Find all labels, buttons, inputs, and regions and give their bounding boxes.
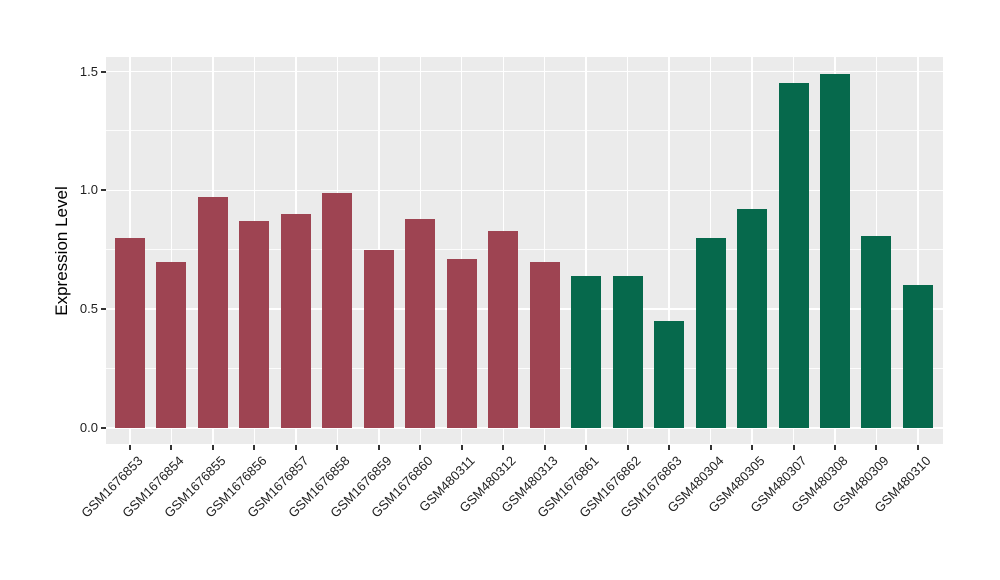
y-gridline-minor xyxy=(106,130,943,132)
y-tick xyxy=(101,70,106,73)
x-gridline xyxy=(544,57,546,444)
x-gridline xyxy=(917,57,919,444)
bar-GSM1676858 xyxy=(322,192,353,428)
bar-GSM1676860 xyxy=(405,218,436,428)
bar-GSM1676863 xyxy=(654,321,685,428)
bar-GSM480311 xyxy=(446,259,477,428)
plot-panel xyxy=(106,57,943,444)
y-tick-label: 1.5 xyxy=(79,63,98,79)
y-gridline-major xyxy=(106,427,943,429)
y-gridline-major xyxy=(106,70,943,73)
x-tick xyxy=(875,445,878,450)
y-gridline-minor xyxy=(106,249,943,251)
y-gridline-minor xyxy=(106,368,943,370)
bar-GSM1676855 xyxy=(197,197,228,428)
bar-GSM480310 xyxy=(902,285,933,428)
x-tick xyxy=(211,445,214,450)
y-tick-label: 0.0 xyxy=(79,420,98,435)
x-tick xyxy=(916,445,919,450)
x-gridline xyxy=(626,57,629,444)
x-tick xyxy=(751,445,754,450)
bar-GSM1676854 xyxy=(156,261,187,428)
bar-GSM1676861 xyxy=(571,275,602,428)
x-tick xyxy=(377,445,380,450)
y-tick-label: 0.5 xyxy=(79,301,98,317)
bar-GSM480305 xyxy=(737,209,768,428)
bar-GSM480309 xyxy=(861,235,892,428)
y-tick xyxy=(101,308,106,311)
x-tick xyxy=(833,445,836,450)
x-tick xyxy=(709,445,712,450)
x-gridline xyxy=(461,57,463,444)
y-gridline-major xyxy=(106,189,943,192)
bar-GSM480313 xyxy=(529,261,560,428)
x-tick xyxy=(792,445,795,450)
x-gridline xyxy=(170,57,173,444)
x-tick xyxy=(253,445,256,450)
x-tick xyxy=(668,445,671,450)
x-tick xyxy=(419,445,422,450)
x-tick xyxy=(336,445,339,450)
x-tick xyxy=(502,445,505,450)
x-tick xyxy=(170,445,173,450)
bar-GSM1676853 xyxy=(115,237,145,428)
x-tick xyxy=(460,445,463,450)
x-gridline xyxy=(668,57,670,444)
bar-GSM1676862 xyxy=(612,275,643,428)
x-tick xyxy=(294,445,297,450)
bar-GSM480308 xyxy=(819,73,850,428)
x-tick xyxy=(543,445,546,450)
y-axis-title: Expression Level xyxy=(52,186,71,316)
bar-GSM1676856 xyxy=(239,221,270,428)
x-tick xyxy=(626,445,629,450)
y-tick xyxy=(101,189,106,192)
x-tick xyxy=(129,445,131,450)
y-tick-label: 1.0 xyxy=(79,182,98,198)
bar-GSM480312 xyxy=(488,230,519,428)
y-tick xyxy=(101,427,106,429)
x-tick xyxy=(585,445,588,450)
bar-GSM480307 xyxy=(778,83,809,428)
bar-GSM1676859 xyxy=(363,249,394,428)
x-gridline xyxy=(585,57,587,444)
bar-GSM1676857 xyxy=(280,214,311,428)
bar-GSM480304 xyxy=(695,237,726,428)
y-gridline-major xyxy=(106,308,943,310)
